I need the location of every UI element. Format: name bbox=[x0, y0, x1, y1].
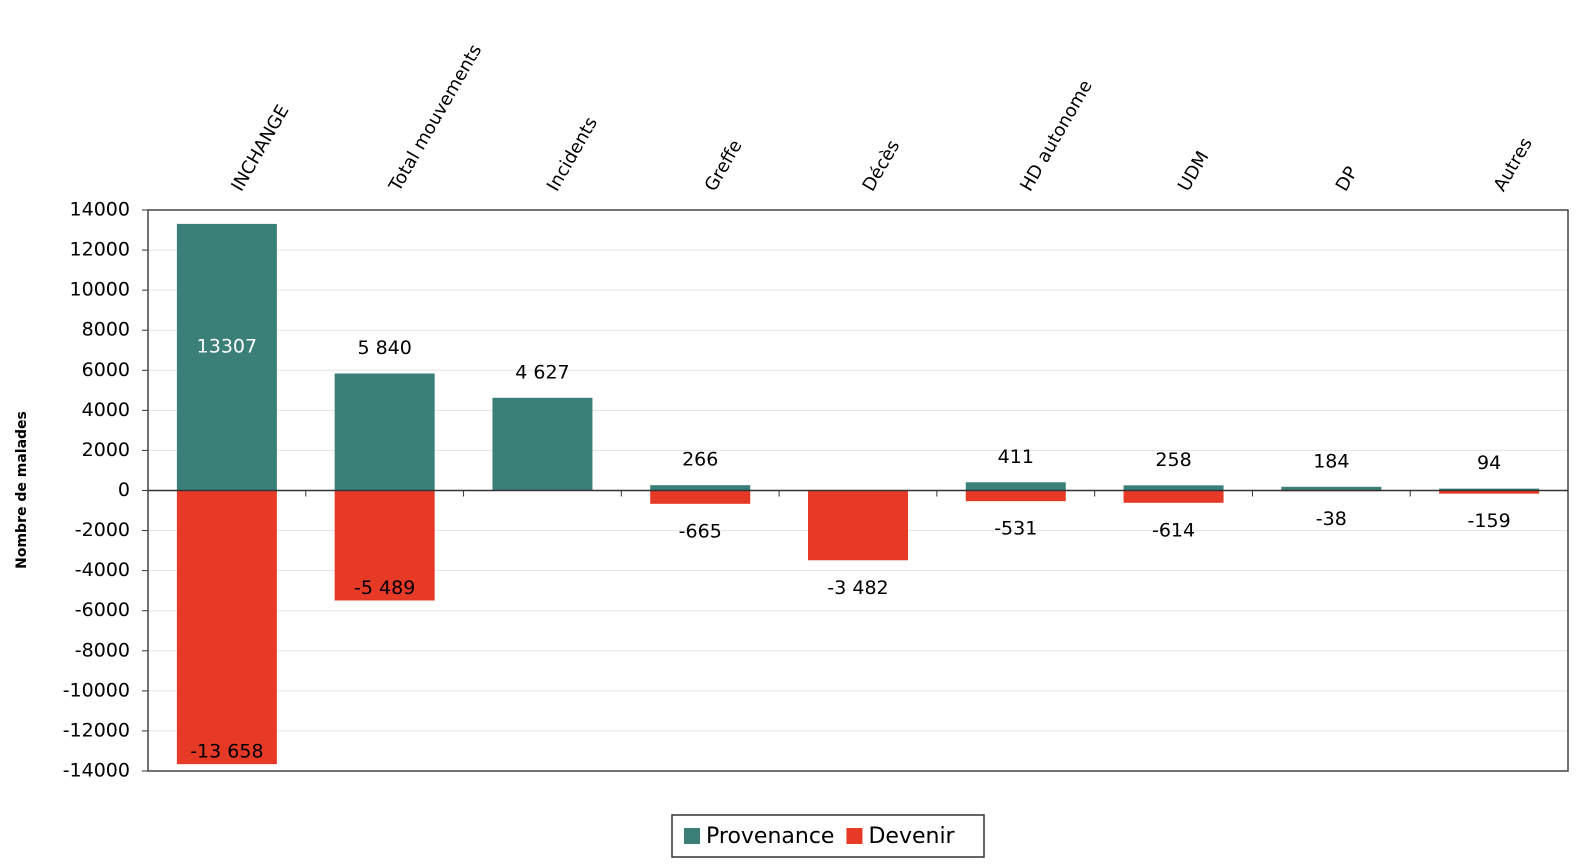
x-tick-label: DP bbox=[1332, 163, 1363, 195]
bar bbox=[1123, 490, 1224, 503]
y-tick-label: 0 bbox=[118, 479, 130, 501]
data-label: 94 bbox=[1477, 452, 1501, 474]
bar bbox=[965, 482, 1066, 491]
legend-swatch bbox=[684, 828, 700, 844]
data-label: 13307 bbox=[197, 336, 257, 358]
data-label: 184 bbox=[1313, 450, 1349, 472]
y-axis-label: Nombre de malades bbox=[14, 411, 30, 569]
bar bbox=[1439, 488, 1540, 491]
x-tick-label: Total mouvements bbox=[385, 41, 487, 196]
data-label: -531 bbox=[994, 518, 1037, 540]
bar bbox=[1123, 485, 1224, 491]
legend-box bbox=[671, 814, 985, 858]
legend-item: Provenance bbox=[684, 824, 834, 849]
x-tick-label: HD autonome bbox=[1016, 77, 1097, 195]
bar bbox=[176, 223, 277, 491]
data-label: 5 840 bbox=[357, 337, 411, 359]
bar bbox=[492, 397, 593, 491]
data-label: -38 bbox=[1316, 508, 1347, 530]
bar bbox=[334, 490, 435, 601]
data-label: 258 bbox=[1155, 449, 1191, 471]
x-tick-label: Incidents bbox=[543, 114, 602, 195]
bar bbox=[176, 490, 277, 765]
legend-label: Devenir bbox=[868, 824, 955, 849]
legend-swatch bbox=[846, 828, 863, 844]
data-label: -665 bbox=[679, 520, 722, 542]
legend: Provenance Devenir bbox=[671, 814, 985, 858]
y-tick-label: -4000 bbox=[75, 559, 130, 581]
x-tick-label: Autres bbox=[1490, 134, 1537, 195]
bar bbox=[808, 490, 908, 561]
y-tick-label: -14000 bbox=[63, 760, 130, 782]
data-label: -13 658 bbox=[190, 741, 263, 763]
data-label: -5 489 bbox=[354, 577, 415, 599]
bar bbox=[334, 373, 435, 491]
data-label: 4 627 bbox=[515, 361, 569, 383]
y-tick-label: 6000 bbox=[82, 359, 130, 381]
y-tick-label: -10000 bbox=[63, 679, 130, 701]
y-tick-label: 2000 bbox=[82, 439, 130, 461]
y-tick-label: -8000 bbox=[75, 639, 130, 661]
y-tick-label: 4000 bbox=[82, 399, 130, 421]
y-tick-label: -6000 bbox=[75, 599, 130, 621]
bar bbox=[965, 490, 1066, 502]
legend-item: Devenir bbox=[846, 824, 956, 849]
y-tick-label: 14000 bbox=[70, 199, 130, 221]
y-tick-label: 12000 bbox=[70, 239, 130, 261]
x-tick-label: Greffe bbox=[701, 136, 747, 195]
bar bbox=[650, 490, 751, 504]
legend-label: Provenance bbox=[706, 824, 834, 849]
bar bbox=[650, 485, 751, 491]
data-label: 266 bbox=[682, 449, 718, 471]
y-tick-label: 10000 bbox=[70, 279, 130, 301]
data-label: 411 bbox=[998, 446, 1034, 468]
x-tick-label: Décès bbox=[858, 137, 904, 195]
data-label: -614 bbox=[1152, 519, 1195, 541]
data-label: -159 bbox=[1468, 510, 1511, 532]
bar bbox=[1439, 490, 1540, 494]
bar bbox=[1281, 486, 1382, 491]
x-tick-label: UDM bbox=[1174, 148, 1213, 195]
data-label: -3 482 bbox=[827, 577, 888, 599]
x-tick-label: INCHANGE bbox=[227, 101, 293, 195]
y-tick-label: 8000 bbox=[82, 319, 130, 341]
y-tick-label: -2000 bbox=[75, 519, 130, 541]
y-tick-label: -12000 bbox=[63, 719, 130, 741]
